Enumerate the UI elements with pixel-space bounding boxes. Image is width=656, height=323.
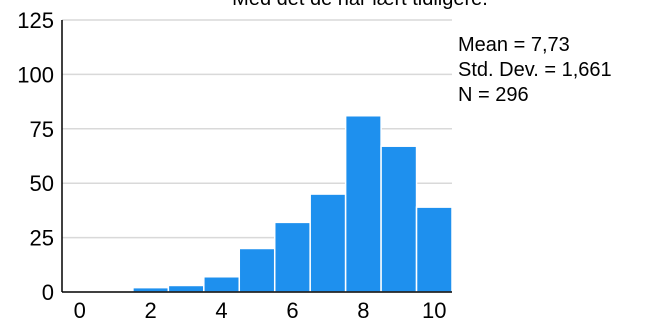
x-tick-label: 8 xyxy=(357,298,369,323)
y-tick-label: 100 xyxy=(17,62,54,87)
histogram-bar xyxy=(344,114,382,293)
x-tick-label: 0 xyxy=(74,298,86,323)
y-tick-label: 75 xyxy=(30,117,54,142)
y-tick-label: 125 xyxy=(17,8,54,33)
histogram-bar xyxy=(380,145,418,293)
stats-n: N = 296 xyxy=(458,84,529,106)
stats-box: Mean = 7,73 Std. Dev. = 1,661 N = 296 xyxy=(458,34,612,106)
x-tick-label: 4 xyxy=(215,298,227,323)
chart-title: Med det de har lært tidligere. xyxy=(232,0,488,10)
x-axis-tick-labels: 0 2 4 6 8 10 xyxy=(74,298,447,323)
y-tick-label: 25 xyxy=(30,226,54,251)
x-tick-label: 2 xyxy=(145,298,157,323)
x-tick-label: 10 xyxy=(422,298,446,323)
y-tick-label: 50 xyxy=(30,171,54,196)
y-axis-tick-labels: 0 25 50 75 100 125 xyxy=(17,8,54,305)
stats-mean: Mean = 7,73 xyxy=(458,34,570,56)
x-tick-label: 6 xyxy=(286,298,298,323)
histogram-bar xyxy=(273,221,311,293)
histogram-bar xyxy=(238,247,276,293)
histogram-bars xyxy=(132,114,453,293)
histogram-bar xyxy=(167,284,205,293)
y-tick-label: 0 xyxy=(42,280,54,305)
histogram-bar xyxy=(415,206,453,293)
histogram-bar xyxy=(309,193,347,293)
histogram-bar xyxy=(203,276,241,293)
axes xyxy=(61,20,452,293)
stats-std-dev: Std. Dev. = 1,661 xyxy=(458,59,612,81)
